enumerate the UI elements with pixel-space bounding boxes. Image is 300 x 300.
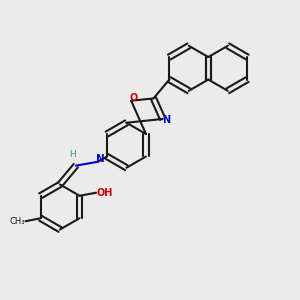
Text: CH₃: CH₃ [9, 217, 25, 226]
Text: N: N [162, 116, 170, 125]
Text: N: N [96, 154, 105, 164]
Text: O: O [129, 93, 138, 103]
Text: OH: OH [97, 188, 113, 198]
Text: H: H [69, 150, 76, 159]
